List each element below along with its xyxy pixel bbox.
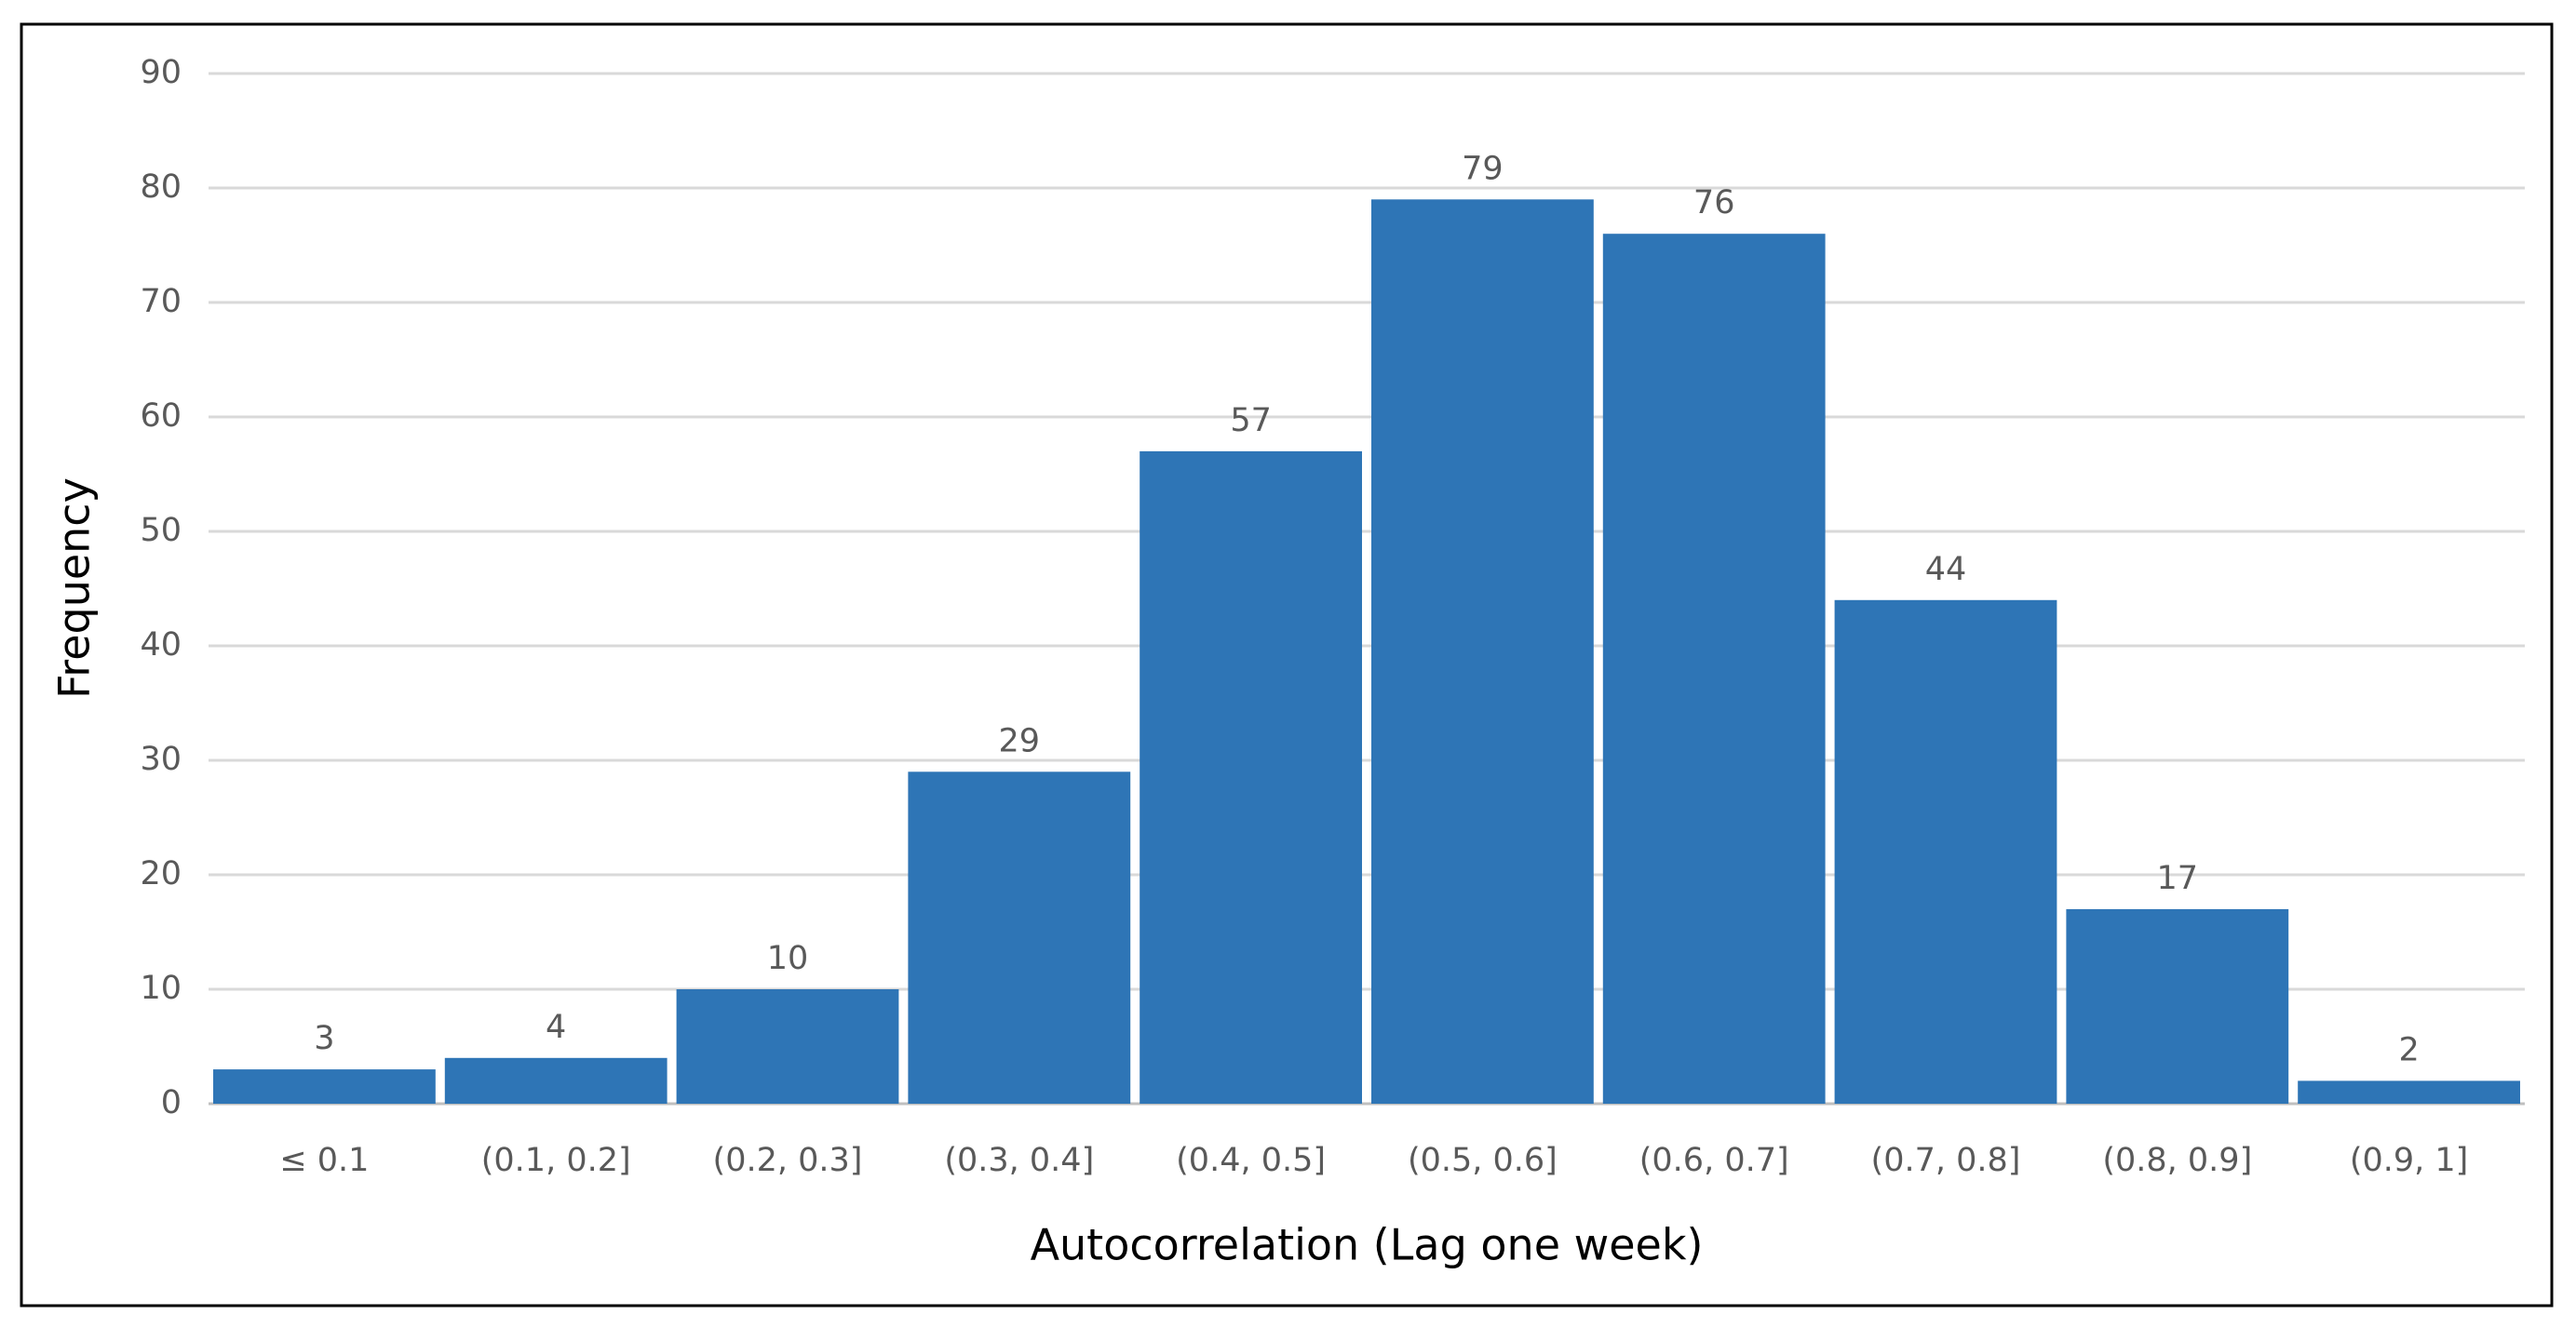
bar [676,989,899,1104]
y-tick-label: 10 [140,970,182,1007]
data-label: 2 [2398,1031,2419,1068]
y-axis-title: Frequency [49,477,100,699]
bar [1834,599,2057,1104]
y-tick-label: 60 [140,397,182,435]
y-tick-label: 20 [140,855,182,892]
bar [1602,234,1826,1104]
x-tick-label: (0.3, 0.4] [944,1142,1094,1179]
y-tick-label: 50 [140,512,182,549]
y-tick-label: 0 [161,1084,182,1121]
x-tick-label: (0.9, 1] [2350,1142,2469,1179]
x-axis-title: Autocorrelation (Lag one week) [1031,1220,1704,1270]
bar [213,1069,436,1104]
bar [1371,199,1594,1105]
x-tick-label: (0.4, 0.5] [1176,1142,1326,1179]
data-label: 3 [314,1020,334,1057]
x-tick-label: (0.2, 0.3] [713,1142,863,1179]
data-label: 57 [1230,402,1272,439]
bar [2066,908,2289,1104]
y-tick-label: 40 [140,626,182,664]
bar [2298,1080,2520,1104]
data-label: 10 [767,940,809,977]
y-tick-label: 30 [140,741,182,778]
data-label: 76 [1693,184,1735,221]
y-tick-label: 80 [140,168,182,206]
bar [444,1057,668,1104]
x-tick-label: (0.6, 0.7] [1639,1142,1789,1179]
data-label: 29 [999,722,1041,759]
x-tick-label: (0.8, 0.9] [2102,1142,2252,1179]
x-tick-label: ≤ 0.1 [279,1142,369,1179]
data-label: 17 [2157,860,2199,897]
data-label: 44 [1925,551,1967,588]
y-tick-label: 70 [140,283,182,320]
bar [908,771,1131,1104]
data-label: 79 [1462,150,1504,187]
bar [1140,450,1362,1104]
x-tick-label: (0.1, 0.2] [481,1142,631,1179]
x-tick-label: (0.7, 0.8] [1871,1142,2021,1179]
x-tick-label: (0.5, 0.6] [1408,1142,1558,1179]
y-tick-label: 90 [140,54,182,91]
data-label: 4 [546,1009,566,1046]
